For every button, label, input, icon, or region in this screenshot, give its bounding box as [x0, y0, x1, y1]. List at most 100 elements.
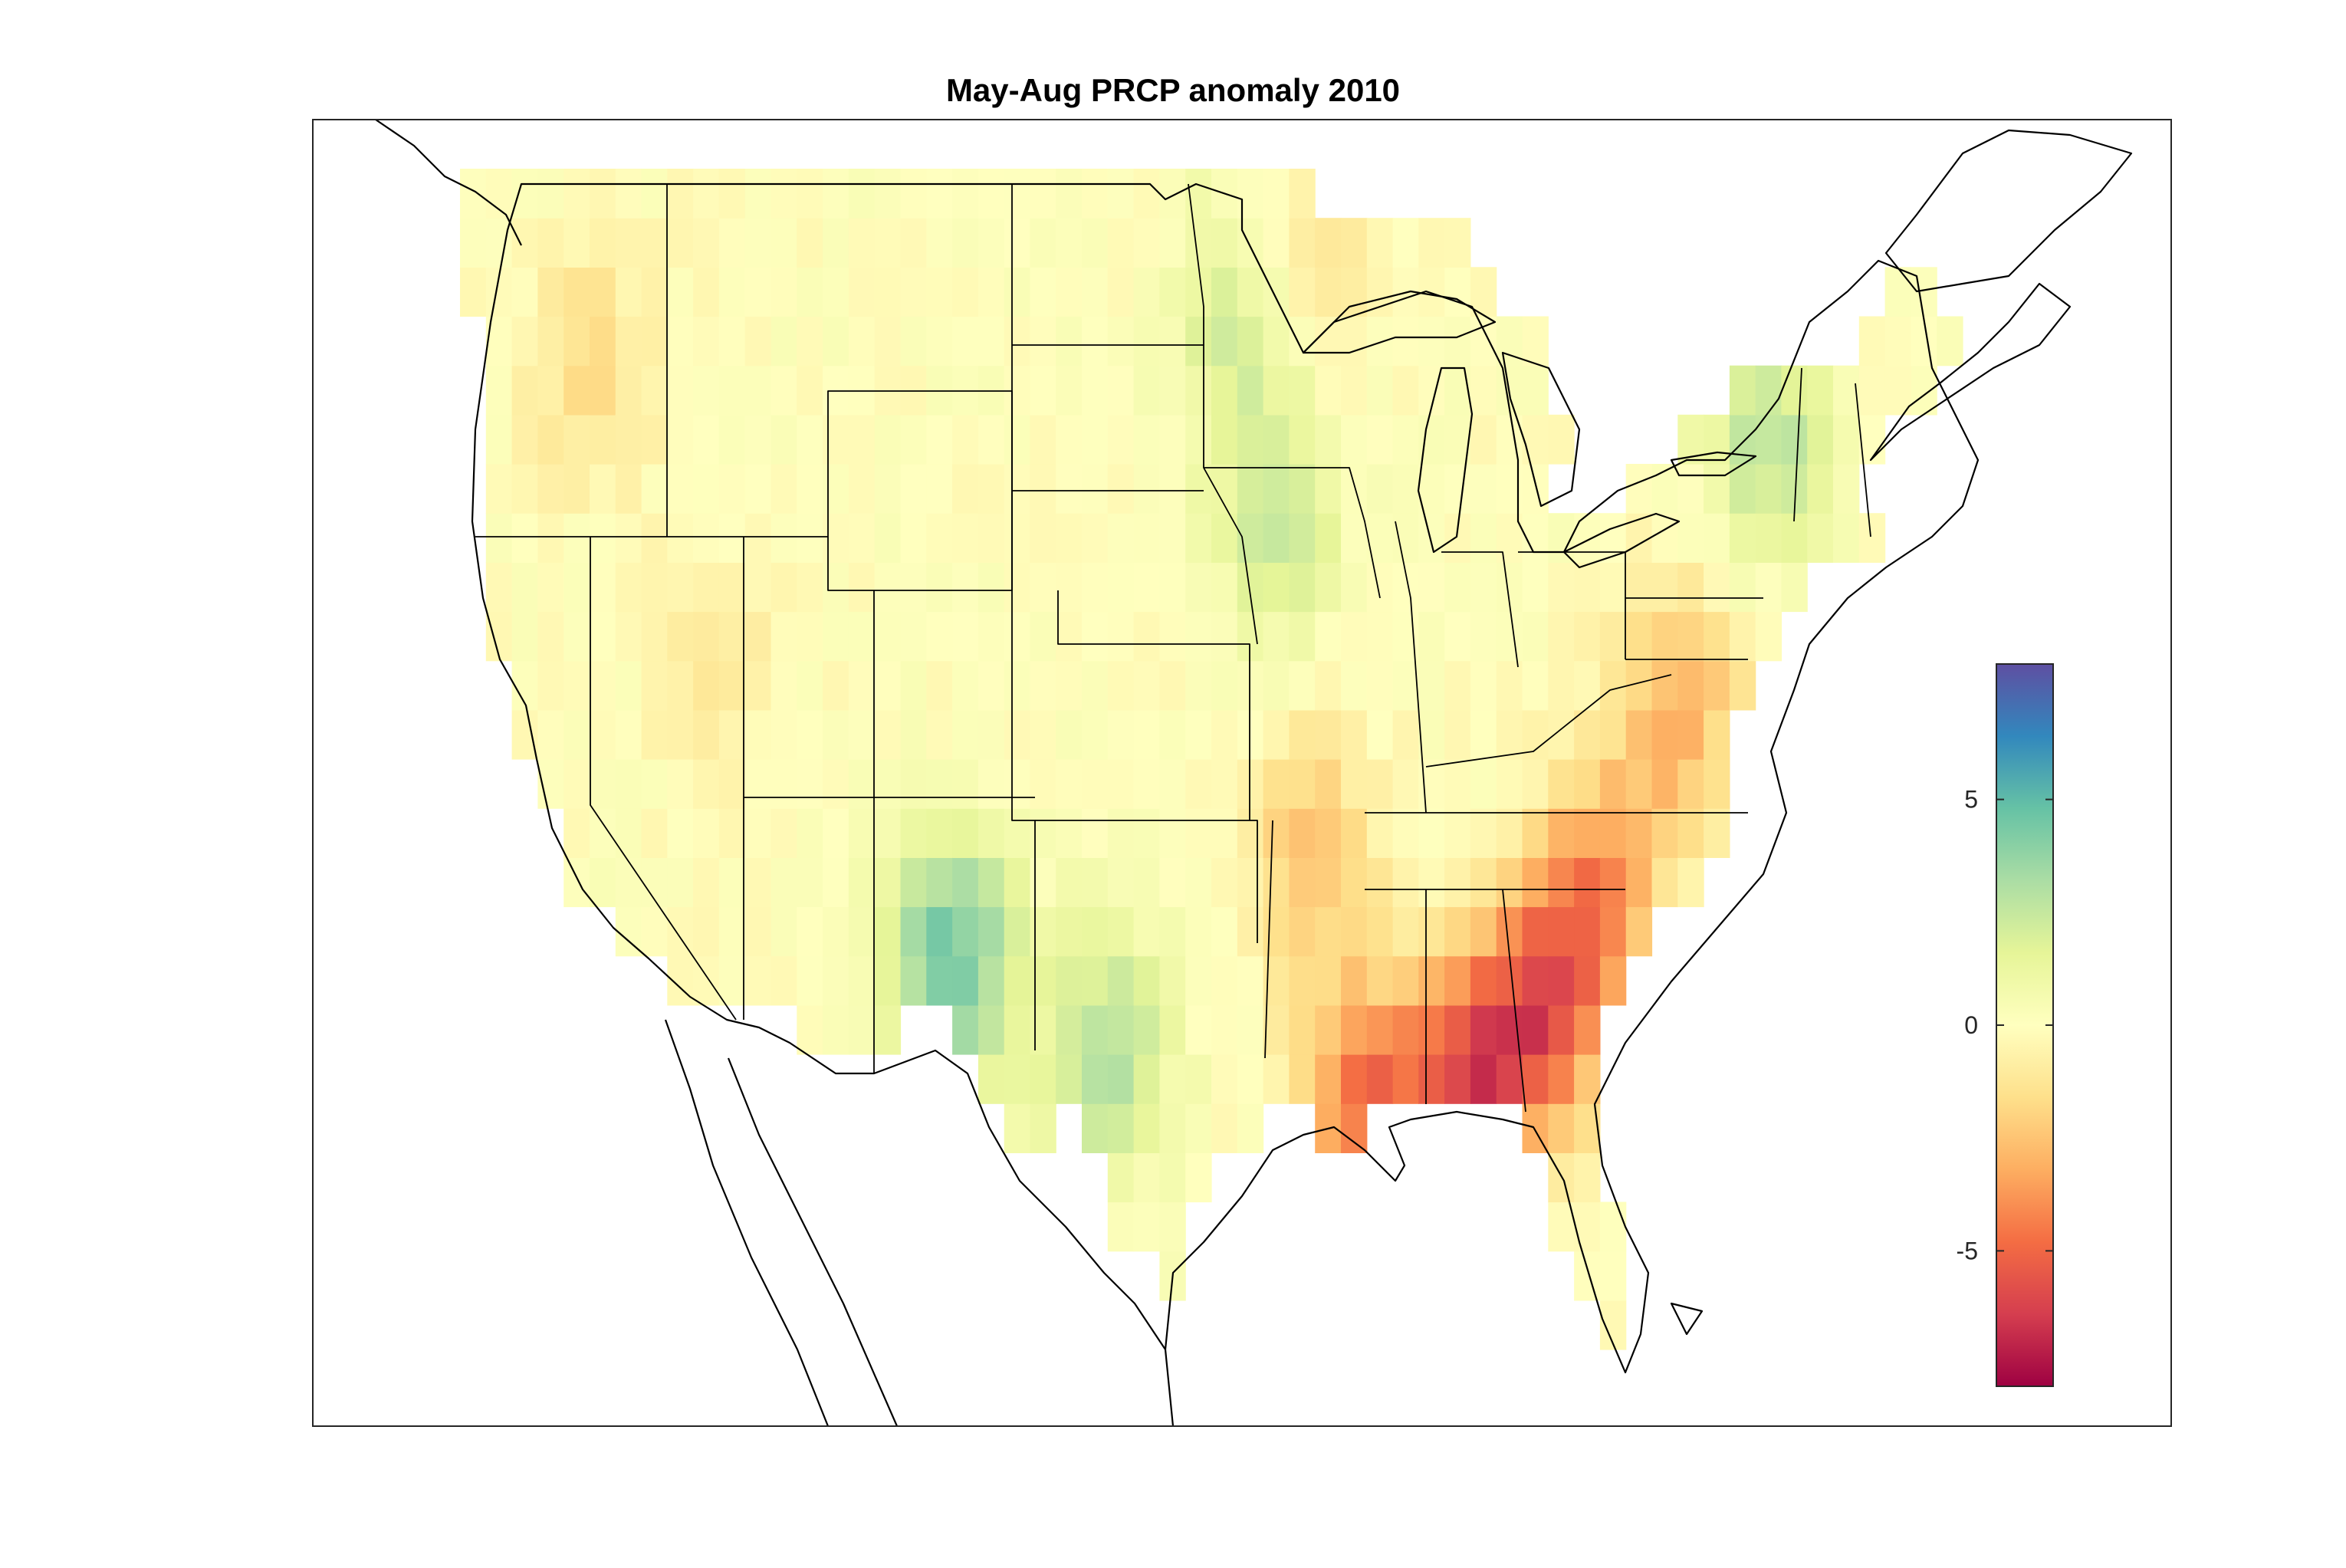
grid-cell	[1082, 1103, 1109, 1153]
grid-cell	[1704, 611, 1730, 662]
grid-cell	[874, 1004, 902, 1055]
grid-cell	[693, 660, 720, 711]
grid-cell	[1159, 1152, 1186, 1203]
grid-cell	[1237, 611, 1264, 662]
grid-cell	[770, 218, 797, 268]
grid-cell	[1392, 857, 1419, 908]
grid-cell	[1159, 267, 1186, 317]
grid-cell	[1884, 267, 1911, 317]
grid-cell	[1392, 1004, 1419, 1055]
grid-cell	[770, 464, 797, 514]
grid-cell	[1107, 169, 1135, 219]
grid-cell	[1082, 857, 1109, 908]
grid-cell	[823, 660, 849, 711]
grid-cell	[1755, 414, 1783, 465]
grid-cell	[874, 316, 902, 367]
grid-cell	[1366, 1054, 1394, 1104]
grid-cell	[1366, 464, 1394, 514]
grid-cell	[564, 660, 590, 711]
grid-cell	[1548, 660, 1575, 711]
grid-cell	[1159, 709, 1186, 760]
grid-cell	[564, 464, 590, 514]
grid-cell	[1289, 218, 1316, 268]
grid-cell	[1444, 1004, 1471, 1055]
grid-cell	[1107, 316, 1135, 367]
grid-cell	[1185, 513, 1212, 563]
grid-cell	[1677, 709, 1704, 760]
anomaly-grid	[460, 169, 1963, 1350]
grid-cell	[693, 759, 720, 809]
grid-cell	[1366, 808, 1394, 858]
grid-cell	[1211, 1103, 1238, 1153]
grid-cell	[1704, 464, 1730, 514]
grid-cell	[1004, 611, 1031, 662]
grid-cell	[718, 414, 746, 465]
grid-cell	[1211, 218, 1238, 268]
grid-cell	[1599, 1251, 1627, 1301]
grid-cell	[1159, 1054, 1186, 1104]
grid-cell	[1418, 562, 1445, 613]
grid-cell	[1392, 759, 1419, 809]
grid-cell	[744, 464, 772, 514]
grid-cell	[615, 414, 642, 465]
grid-cell	[848, 169, 876, 219]
grid-cell	[1729, 513, 1756, 563]
grid-cell	[952, 169, 979, 219]
grid-cell	[1496, 759, 1523, 809]
colorbar: 5 0 -5	[1957, 663, 2054, 1387]
grid-cell	[1107, 562, 1135, 613]
grid-cell	[1599, 709, 1627, 760]
grid-cell	[1833, 414, 1860, 465]
grid-cell	[1833, 513, 1860, 563]
grid-cell	[1237, 955, 1264, 1006]
grid-cell	[797, 267, 823, 317]
grid-cell	[1392, 660, 1419, 711]
grid-cell	[797, 414, 823, 465]
grid-cell	[1444, 857, 1471, 908]
grid-cell	[1004, 169, 1031, 219]
grid-cell	[848, 857, 876, 908]
grid-cell	[848, 316, 876, 367]
grid-cell	[1704, 759, 1730, 809]
grid-cell	[797, 611, 823, 662]
grid-cell	[744, 365, 772, 416]
grid-cell	[511, 562, 538, 613]
grid-cell	[667, 464, 694, 514]
grid-cell	[1341, 955, 1368, 1006]
grid-cell	[900, 611, 927, 662]
grid-cell	[1470, 513, 1497, 563]
grid-cell	[1392, 218, 1419, 268]
grid-cell	[615, 169, 642, 219]
grid-cell	[1807, 513, 1834, 563]
grid-cell	[1004, 955, 1031, 1006]
grid-cell	[926, 513, 953, 563]
grid-cell	[1315, 513, 1342, 563]
grid-cell	[1082, 562, 1109, 613]
grid-cell	[537, 267, 564, 317]
grid-cell	[770, 562, 797, 613]
grid-cell	[1185, 759, 1212, 809]
grid-cell	[1289, 365, 1316, 416]
grid-cell	[874, 955, 902, 1006]
grid-cell	[848, 759, 876, 809]
grid-cell	[1107, 513, 1135, 563]
grid-cell	[770, 660, 797, 711]
grid-cell	[1082, 365, 1109, 416]
grid-cell	[1159, 857, 1186, 908]
grid-cell	[1263, 464, 1290, 514]
grid-cell	[1159, 513, 1186, 563]
grid-cell	[1159, 808, 1186, 858]
grid-cell	[537, 414, 564, 465]
grid-cell	[1030, 857, 1056, 908]
grid-cell	[1082, 1054, 1109, 1104]
grid-cell	[1211, 857, 1238, 908]
grid-cell	[1159, 169, 1186, 219]
grid-cell	[952, 857, 979, 908]
grid-cell	[848, 562, 876, 613]
grid-cell	[797, 955, 823, 1006]
grid-cell	[1548, 857, 1575, 908]
grid-cell	[1263, 562, 1290, 613]
grid-cell	[1599, 513, 1627, 563]
grid-cell	[667, 414, 694, 465]
grid-cell	[1625, 562, 1653, 613]
